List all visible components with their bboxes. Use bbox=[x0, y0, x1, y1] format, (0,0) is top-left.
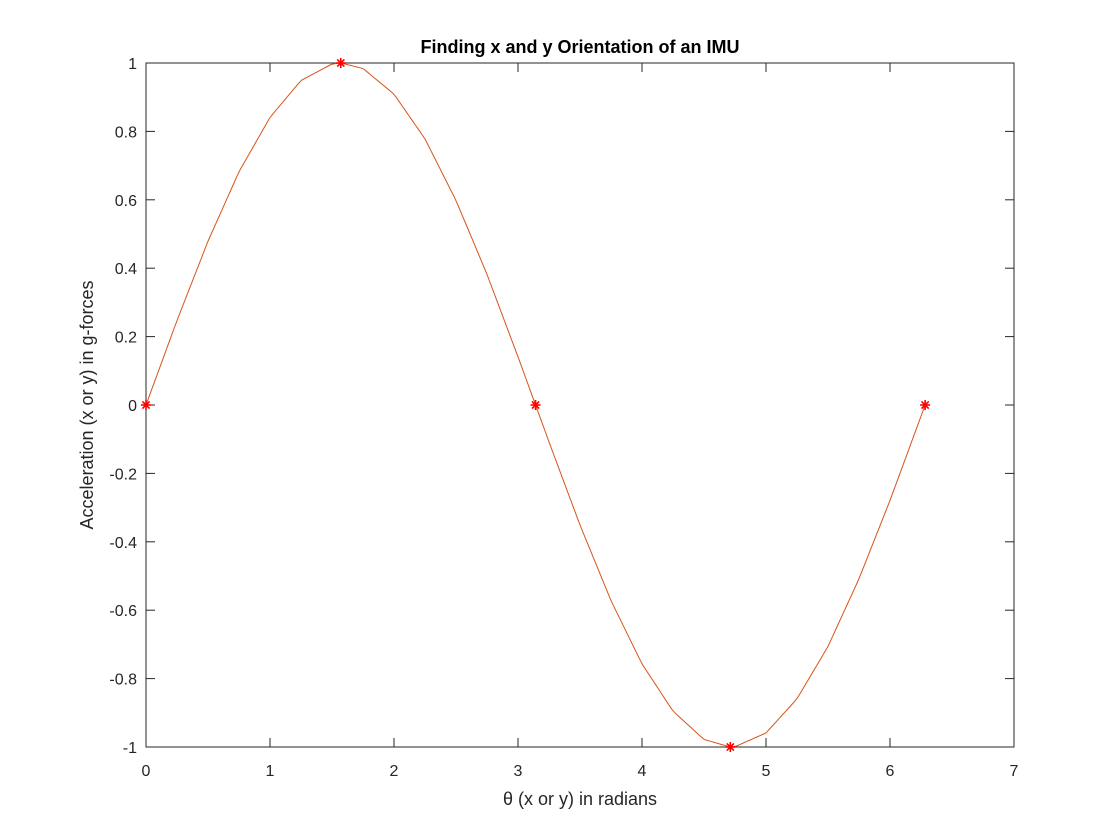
x-tick-label: 7 bbox=[1010, 763, 1019, 780]
data-point-marker bbox=[725, 742, 736, 752]
y-tick-label: 0.6 bbox=[115, 193, 137, 210]
plot-area bbox=[145, 62, 1015, 748]
y-tick-label: 0 bbox=[128, 398, 137, 415]
data-point-marker bbox=[530, 400, 541, 410]
y-tick-label: -0.2 bbox=[109, 466, 137, 483]
x-tick-label: 3 bbox=[514, 763, 523, 780]
y-axis-label: Acceleration (x or y) in g-forces bbox=[77, 280, 97, 529]
y-tick-label: -0.6 bbox=[109, 603, 137, 620]
x-axis: 0 1 2 3 4 5 6 7 bbox=[142, 63, 1019, 780]
data-point-marker bbox=[920, 400, 931, 410]
chart-title: Finding x and y Orientation of an IMU bbox=[421, 37, 740, 57]
series-markers bbox=[141, 58, 931, 752]
x-tick-label: 5 bbox=[762, 763, 771, 780]
y-tick-label: 0.8 bbox=[115, 124, 137, 141]
x-axis-label: θ (x or y) in radians bbox=[503, 789, 657, 809]
x-tick-label: 6 bbox=[886, 763, 895, 780]
x-tick-label: 2 bbox=[390, 763, 399, 780]
y-axis: -1 -0.8 -0.6 -0.4 -0.2 0 0.2 0.4 0.6 0.8 1 bbox=[109, 56, 1014, 757]
y-tick-label: -0.8 bbox=[109, 672, 137, 689]
y-tick-label: 0.4 bbox=[115, 261, 137, 278]
x-tick-label: 0 bbox=[142, 763, 151, 780]
y-tick-label: -0.4 bbox=[109, 535, 137, 552]
x-tick-label: 1 bbox=[266, 763, 275, 780]
data-point-marker bbox=[335, 58, 346, 68]
y-tick-label: 1 bbox=[128, 56, 137, 73]
y-tick-label: -1 bbox=[123, 740, 137, 757]
data-point-marker bbox=[141, 400, 151, 410]
x-tick-label: 4 bbox=[638, 763, 647, 780]
y-tick-label: 0.2 bbox=[115, 330, 137, 347]
